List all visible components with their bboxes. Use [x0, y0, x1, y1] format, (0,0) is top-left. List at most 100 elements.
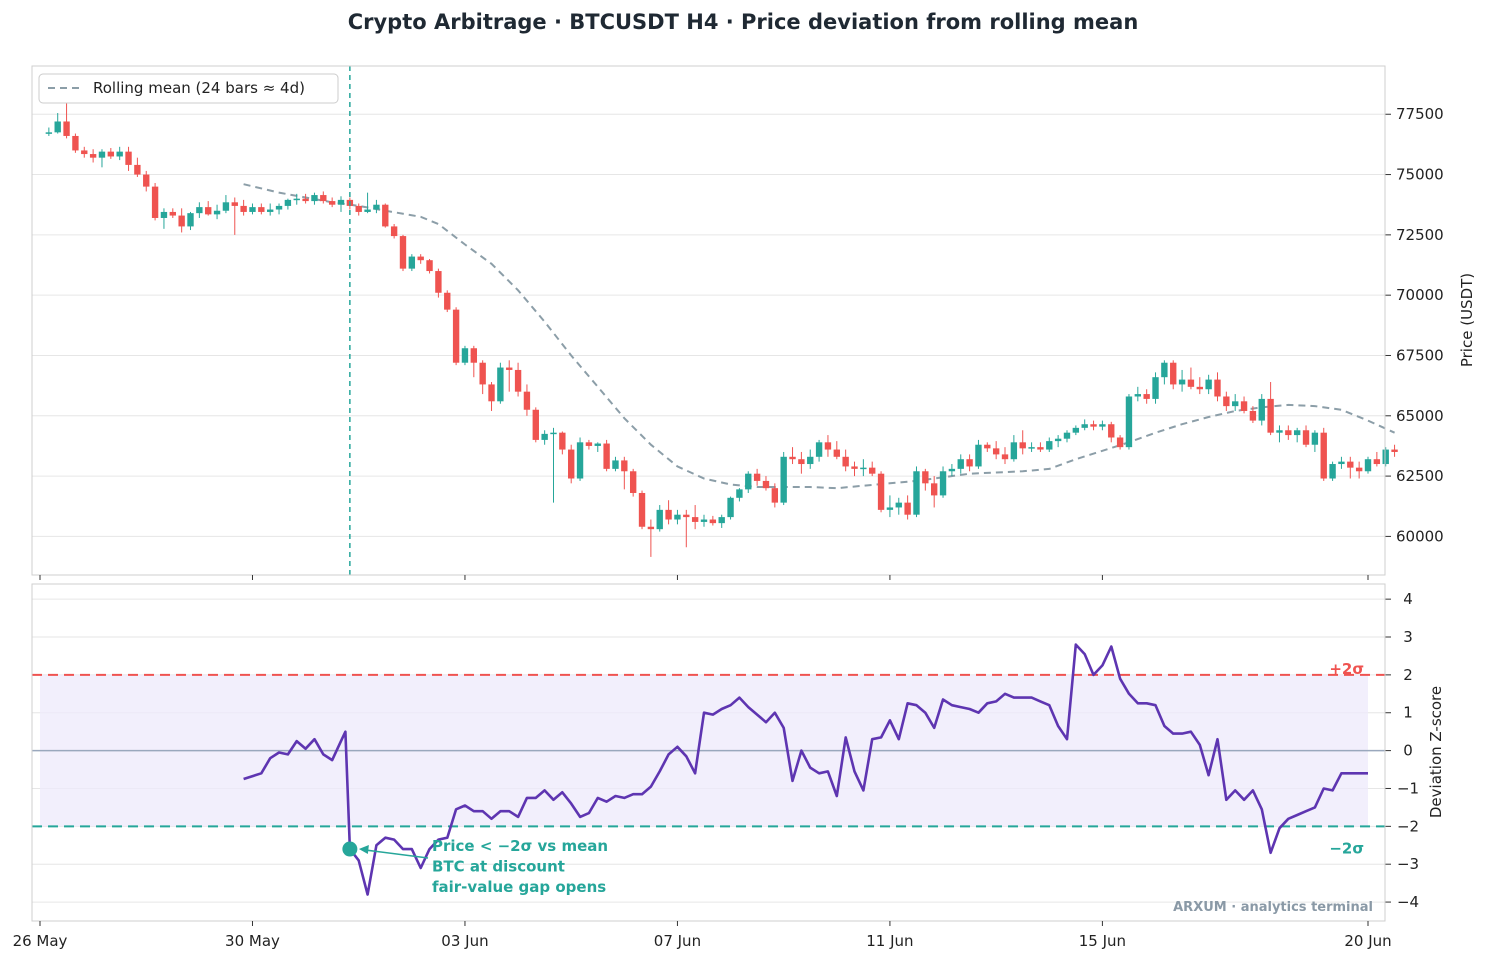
- candle-body: [523, 391, 531, 410]
- candle-body: [1037, 447, 1044, 450]
- zscore-ytick-label: 0: [1403, 742, 1413, 760]
- candle-body: [576, 442, 584, 479]
- candle-down: [877, 471, 885, 513]
- annotation-text-line: BTC at discount: [432, 858, 565, 876]
- zscore-ytick-label: 2: [1403, 666, 1413, 684]
- candle-down: [532, 407, 539, 443]
- xtick-label: 07 Jun: [654, 932, 701, 950]
- candle-body: [895, 502, 902, 508]
- candle-body: [1081, 424, 1088, 428]
- candle-body: [992, 448, 1000, 455]
- candle-body: [196, 207, 203, 214]
- candle-up: [1161, 360, 1168, 385]
- candle-up: [45, 127, 53, 136]
- candle-body: [585, 442, 593, 446]
- candle-down: [444, 290, 451, 313]
- candle-body: [426, 260, 433, 272]
- candle-body: [1285, 430, 1292, 436]
- candle-body: [815, 442, 823, 457]
- candle-body: [1161, 362, 1168, 378]
- candle-down: [709, 515, 717, 526]
- candle-down: [1320, 427, 1327, 481]
- candle-body: [266, 209, 274, 212]
- candle-body: [417, 256, 424, 261]
- candle-body: [470, 348, 478, 363]
- candle-up: [213, 204, 221, 220]
- candle-body: [506, 367, 513, 370]
- candle-down: [258, 203, 265, 215]
- candle-body: [275, 205, 283, 210]
- candle-body: [1311, 432, 1319, 445]
- candle-body: [488, 384, 495, 402]
- candle-up: [497, 362, 504, 404]
- candle-down: [559, 431, 566, 455]
- candle-body: [1125, 396, 1133, 448]
- candle-body: [612, 460, 619, 469]
- candle-up: [160, 208, 168, 229]
- candle-body: [665, 509, 672, 520]
- candle-down: [1355, 461, 1363, 479]
- zscore-plot-frame: [31, 583, 1386, 922]
- candle-down: [63, 102, 70, 139]
- candle-body: [1240, 401, 1248, 411]
- candle-body: [753, 473, 761, 481]
- candle-body: [842, 456, 849, 467]
- candle-up: [1205, 374, 1212, 395]
- candle-up: [1010, 435, 1018, 462]
- candle-body: [1391, 449, 1398, 452]
- candle-body: [860, 467, 867, 470]
- candle-up: [576, 437, 584, 481]
- candle-down: [1187, 367, 1195, 390]
- candle-up: [1276, 425, 1283, 443]
- candle-body: [63, 121, 70, 136]
- candle-up: [1329, 461, 1336, 481]
- candle-down: [1037, 442, 1044, 452]
- candle-body: [222, 202, 230, 211]
- candle-down: [302, 193, 309, 204]
- candle-down: [1108, 421, 1115, 443]
- candle-body: [984, 444, 991, 449]
- candle-body: [833, 449, 840, 457]
- candle-down: [585, 439, 593, 450]
- candle-down: [824, 435, 832, 457]
- candle-body: [736, 489, 743, 498]
- candle-up: [1134, 386, 1142, 402]
- candle-body: [1214, 379, 1221, 397]
- candle-down: [1391, 444, 1398, 457]
- candle-body: [187, 213, 194, 227]
- candle-down: [452, 307, 460, 366]
- candle-down: [984, 442, 991, 452]
- candle-body: [160, 211, 168, 218]
- candle-body: [798, 459, 805, 465]
- candle-up: [1232, 394, 1239, 411]
- candle-body: [1143, 394, 1150, 399]
- candle-down: [1267, 382, 1274, 436]
- candle-up: [860, 459, 867, 477]
- candle-down: [1347, 456, 1354, 479]
- candle-down: [966, 454, 973, 472]
- candle-body: [807, 456, 814, 465]
- candle-down: [328, 197, 336, 208]
- candle-body: [408, 256, 416, 269]
- candle-body: [771, 488, 779, 503]
- candle-down: [1019, 430, 1026, 455]
- candle-body: [939, 471, 947, 496]
- candle-up: [284, 198, 292, 210]
- candle-up: [408, 254, 416, 272]
- candle-down: [762, 476, 770, 491]
- price-ytick-label: 65000: [1396, 407, 1444, 425]
- candle-body: [877, 473, 885, 510]
- candle-down: [568, 444, 575, 484]
- candle-body: [107, 151, 115, 157]
- candle-body: [1364, 459, 1372, 472]
- candle-body: [1320, 432, 1327, 479]
- candle-down: [231, 197, 238, 235]
- candle-body: [869, 467, 876, 474]
- candle-body: [435, 271, 442, 293]
- candle-body: [293, 198, 300, 201]
- price-ytick-label: 67500: [1396, 346, 1444, 364]
- candle-down: [753, 468, 761, 486]
- candle-down: [72, 133, 79, 153]
